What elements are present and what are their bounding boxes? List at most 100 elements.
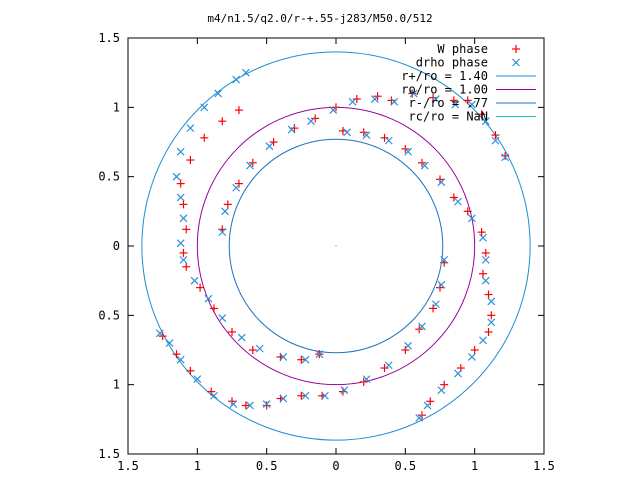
x-marker bbox=[440, 255, 449, 264]
x-marker bbox=[348, 97, 357, 106]
x-d2 bbox=[384, 361, 393, 370]
plus-marker bbox=[436, 175, 444, 184]
x-d2 bbox=[467, 100, 476, 109]
x-d2 bbox=[176, 147, 185, 156]
x-marker bbox=[200, 103, 209, 112]
plus-marker bbox=[512, 45, 520, 53]
x-d2 bbox=[200, 103, 209, 112]
x-d2 bbox=[315, 350, 324, 359]
x-marker bbox=[487, 318, 496, 327]
plus-marker bbox=[401, 346, 410, 354]
x-marker bbox=[214, 89, 223, 98]
legend-label: W phase bbox=[437, 42, 488, 56]
y-tick-label: 1 bbox=[113, 100, 120, 114]
plus-marker bbox=[463, 207, 472, 216]
x-d2 bbox=[404, 147, 413, 156]
x-d2 bbox=[232, 183, 241, 192]
reference-circle bbox=[228, 138, 444, 354]
x-marker bbox=[246, 401, 254, 410]
x-d2 bbox=[279, 353, 288, 361]
x-marker bbox=[176, 239, 185, 248]
plus-marker bbox=[380, 133, 389, 142]
x-marker bbox=[343, 128, 352, 137]
plus-marker bbox=[200, 133, 209, 142]
x-tick-label: 1.5 bbox=[117, 459, 139, 473]
plus-marker bbox=[179, 200, 188, 209]
x-d2 bbox=[420, 161, 429, 170]
x-marker bbox=[423, 401, 432, 410]
x-d2 bbox=[423, 401, 432, 410]
x-marker bbox=[437, 178, 446, 187]
plus-marker bbox=[449, 193, 458, 202]
x-d2 bbox=[415, 414, 424, 422]
plus-marker bbox=[186, 156, 195, 165]
x-d2 bbox=[246, 401, 254, 410]
x-marker bbox=[467, 353, 476, 361]
x-marker bbox=[362, 131, 371, 139]
x-marker bbox=[210, 391, 218, 400]
x-marker bbox=[481, 117, 490, 126]
x-marker bbox=[431, 300, 440, 309]
x-tick-label: 1 bbox=[194, 459, 201, 473]
y-tick-label: 0 bbox=[113, 239, 120, 253]
x-marker bbox=[329, 106, 338, 115]
x-d2 bbox=[172, 172, 181, 181]
x-marker bbox=[262, 400, 271, 409]
plus-marker bbox=[484, 290, 493, 299]
plus-marker bbox=[352, 95, 361, 104]
plus-marker bbox=[297, 391, 306, 400]
x-d2 bbox=[237, 333, 246, 342]
x-marker bbox=[229, 400, 238, 409]
x-tick-label: 0.5 bbox=[394, 459, 416, 473]
x-d2 bbox=[320, 391, 329, 400]
plus-marker bbox=[408, 89, 417, 98]
x-d2 bbox=[279, 394, 288, 403]
x-marker bbox=[487, 297, 496, 306]
plus-marker bbox=[491, 131, 500, 140]
x-d2 bbox=[287, 125, 296, 134]
x-d2 bbox=[176, 239, 185, 248]
x-marker bbox=[404, 341, 413, 350]
plus-marker bbox=[179, 248, 188, 257]
data-markers bbox=[155, 45, 520, 422]
x-marker bbox=[279, 353, 288, 361]
plus-marker bbox=[182, 262, 191, 271]
x-marker bbox=[481, 255, 490, 264]
plus-marker bbox=[429, 304, 438, 313]
x-d2 bbox=[221, 207, 229, 216]
legend-label: ro/ro = 1.00 bbox=[401, 83, 488, 97]
x-marker bbox=[467, 100, 476, 109]
x-d2 bbox=[384, 136, 393, 145]
x-d2 bbox=[218, 228, 227, 237]
x-d2 bbox=[214, 89, 223, 98]
y-tick-label: 1.5 bbox=[98, 447, 120, 461]
x-marker bbox=[362, 375, 371, 384]
x-marker bbox=[172, 172, 181, 181]
x-marker bbox=[255, 344, 264, 353]
x-d2 bbox=[454, 369, 462, 378]
x-marker bbox=[370, 95, 379, 103]
x-marker bbox=[479, 233, 487, 242]
plus-marker bbox=[481, 248, 490, 257]
x-d2 bbox=[362, 131, 371, 139]
plus-marker bbox=[484, 327, 493, 336]
plus-marker bbox=[477, 110, 486, 119]
legend-label: rc/ro = NaN bbox=[409, 110, 488, 124]
x-d2 bbox=[390, 97, 399, 106]
x-d2 bbox=[229, 400, 238, 409]
x-marker bbox=[437, 280, 446, 289]
legend-label: r+/ro = 1.40 bbox=[401, 69, 488, 83]
x-d2 bbox=[467, 214, 476, 223]
x-d2 bbox=[404, 341, 413, 350]
plus-marker bbox=[196, 283, 205, 292]
x-d2 bbox=[255, 344, 264, 353]
x-marker bbox=[241, 68, 250, 77]
x-d2 bbox=[246, 161, 254, 170]
x-d2 bbox=[204, 294, 213, 303]
x-marker bbox=[287, 125, 296, 134]
x-marker bbox=[218, 314, 227, 323]
x-marker bbox=[176, 147, 185, 156]
legend-label: r-/ro = .77 bbox=[409, 96, 488, 110]
x-d2 bbox=[437, 386, 446, 395]
